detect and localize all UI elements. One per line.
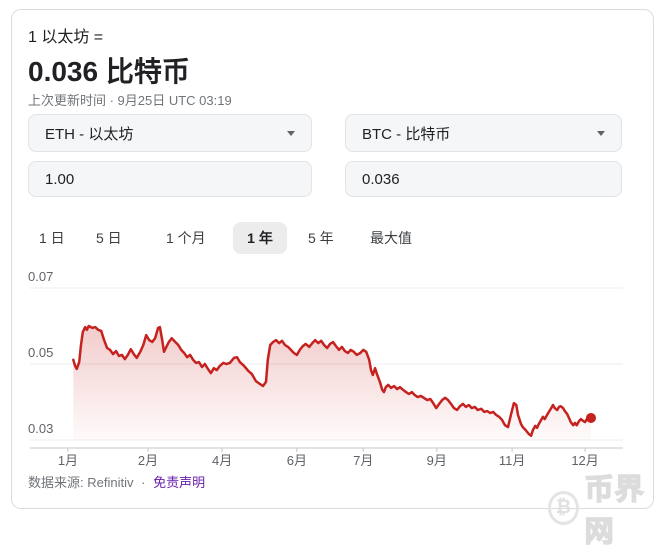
svg-text:6月: 6月 (287, 453, 307, 468)
svg-text:1月: 1月 (58, 453, 78, 468)
svg-text:9月: 9月 (427, 453, 447, 468)
from-amount-input[interactable] (28, 161, 312, 197)
to-amount-input[interactable] (345, 161, 622, 197)
range-tab-1d[interactable]: 1 日 (39, 230, 65, 246)
svg-text:0.07: 0.07 (28, 269, 53, 284)
chart-footer: 数据来源: Refinitiv · 免责声明 (28, 472, 205, 491)
from-currency-value: ETH - 以太坊 (45, 125, 134, 143)
price-chart[interactable]: 0.07 0.05 0.03 1月 2月 4月 6月 7月 9月 11月 12月 (0, 255, 664, 470)
from-currency-select[interactable]: ETH - 以太坊 (28, 114, 312, 152)
svg-text:0.03: 0.03 (28, 421, 53, 436)
svg-text:7月: 7月 (353, 453, 373, 468)
svg-text:4月: 4月 (212, 453, 232, 468)
svg-text:2月: 2月 (138, 453, 158, 468)
rate-value: 0.036 比特币 (28, 56, 190, 87)
chevron-down-icon (287, 130, 295, 136)
disclaimer-link[interactable]: 免责声明 (153, 475, 206, 490)
to-currency-select[interactable]: BTC - 比特币 (345, 114, 622, 152)
range-tab-1m[interactable]: 1 个月 (166, 230, 206, 246)
svg-text:12月: 12月 (571, 453, 598, 468)
svg-text:11月: 11月 (499, 453, 526, 468)
rate-label: 1 以太坊 = (28, 29, 104, 46)
footer-separator: · (141, 475, 146, 490)
range-tab-5d[interactable]: 5 日 (96, 230, 122, 246)
svg-text:0.05: 0.05 (28, 345, 53, 360)
to-currency-value: BTC - 比特币 (362, 125, 451, 143)
range-tab-1y-selected[interactable]: 1 年 (233, 222, 287, 254)
range-tab-max[interactable]: 最大值 (370, 230, 412, 246)
chevron-down-icon (597, 130, 605, 136)
last-updated-timestamp: 上次更新时间 · 9月25日 UTC 03:19 (28, 93, 232, 108)
range-tab-5y[interactable]: 5 年 (308, 230, 334, 246)
data-source-label: 数据来源: Refinitiv (28, 475, 134, 490)
